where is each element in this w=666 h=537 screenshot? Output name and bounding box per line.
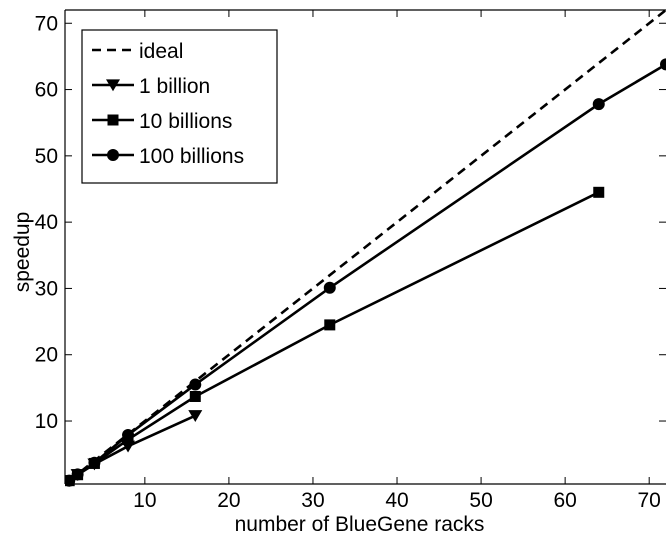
y-tick-label: 10 <box>35 410 58 433</box>
x-tick-label: 50 <box>469 489 492 512</box>
legend-marker-1-billion <box>106 79 120 92</box>
legend-item-1-billion: 1 billion <box>92 75 210 98</box>
x-tick-label: 70 <box>638 489 661 512</box>
data-point-100-billions <box>592 98 605 111</box>
legend-label-1-billion: 1 billion <box>139 75 210 98</box>
y-axis-label: speedup <box>11 212 34 293</box>
data-point-10-billions <box>189 390 201 402</box>
data-point-100-billions <box>88 456 101 469</box>
data-point-100-billions <box>189 378 202 391</box>
y-tick-label: 30 <box>35 277 58 300</box>
x-tick-label: 60 <box>553 489 576 512</box>
x-tick-label: 30 <box>301 489 324 512</box>
data-point-100-billions <box>71 468 84 481</box>
data-point-10-billions <box>593 186 605 198</box>
series-line-ideal <box>68 8 666 482</box>
data-point-1-billion <box>188 410 203 423</box>
x-tick-label: 40 <box>385 489 408 512</box>
legend-item-ideal: ideal <box>92 40 183 63</box>
legend-marker-100-billions <box>107 149 119 161</box>
y-tick-label: 60 <box>35 79 58 102</box>
y-tick-label: 70 <box>35 12 58 35</box>
y-tick-label: 50 <box>35 145 58 168</box>
data-point-100-billions <box>323 281 336 294</box>
y-tick-label: 40 <box>35 211 58 234</box>
legend-item-100-billions: 100 billions <box>92 145 244 168</box>
legend-label-100-billions: 100 billions <box>139 145 244 168</box>
series-100-billions <box>65 58 666 487</box>
legend: ideal 1 billion 10 billions 100 billions <box>81 29 278 184</box>
axes: 10 20 30 40 50 60 70 10 20 30 40 50 60 70 <box>35 9 666 512</box>
data-point-10-billions <box>324 319 336 331</box>
legend-label-10-billions: 10 billions <box>139 110 232 133</box>
x-tick-label: 20 <box>217 489 240 512</box>
legend-item-10-billions: 10 billions <box>92 110 232 133</box>
data-point-100-billions <box>660 58 666 71</box>
y-tick-label: 20 <box>35 344 58 367</box>
x-axis-label: number of BlueGene racks <box>235 513 485 536</box>
legend-label-ideal: ideal <box>139 40 183 63</box>
data-point-100-billions <box>122 428 135 441</box>
legend-marker-10-billions <box>107 114 119 126</box>
series-ideal <box>68 8 666 482</box>
x-tick-label: 10 <box>133 489 156 512</box>
series-layer <box>65 8 666 487</box>
